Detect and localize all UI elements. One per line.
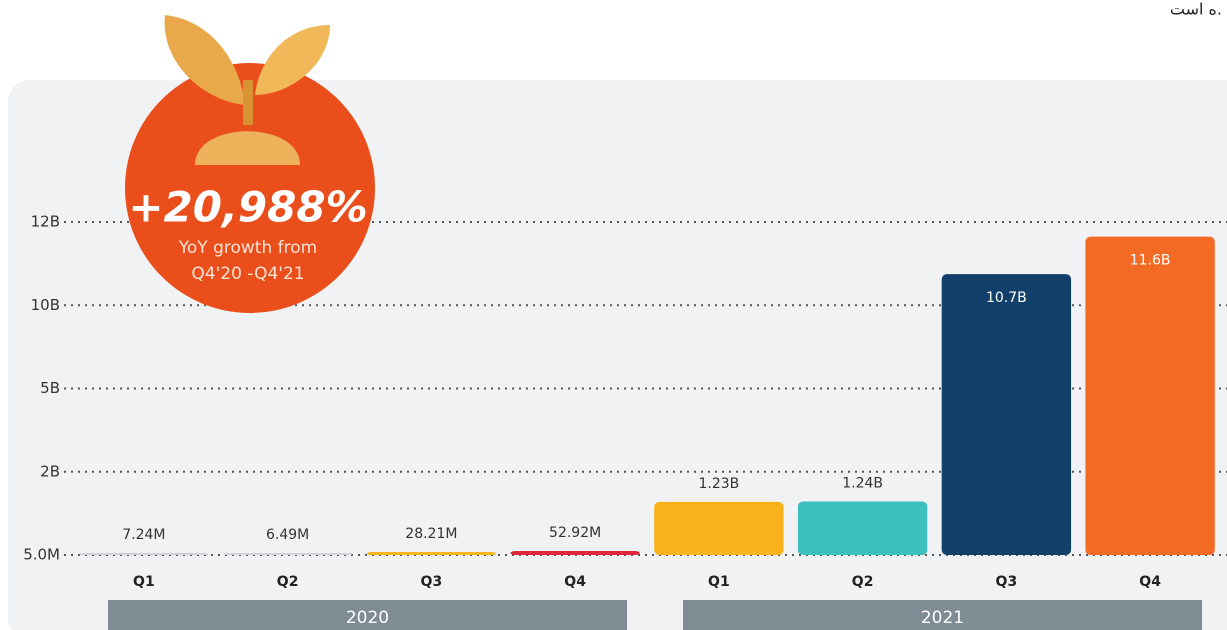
y-tick-label: 10B xyxy=(31,296,60,314)
x-tick-label: Q3 xyxy=(996,574,1018,590)
bar xyxy=(223,553,352,555)
page: ه است. 5.0M 2B 5B 10B 12B 7.24M Q1 6.49M Q2 28.21… xyxy=(0,0,1227,630)
bar xyxy=(1085,237,1214,555)
bar xyxy=(798,501,927,555)
x-tick-label: Q2 xyxy=(277,574,299,590)
bar xyxy=(510,551,639,555)
value-label: 7.24M xyxy=(122,527,165,543)
value-label: 1.23B xyxy=(698,476,739,492)
x-tick-label: Q1 xyxy=(708,574,730,590)
bar xyxy=(942,274,1071,555)
y-tick-label: 12B xyxy=(31,213,60,231)
value-label: 1.24B xyxy=(842,475,883,491)
bar xyxy=(654,502,783,555)
value-label: 28.21M xyxy=(405,526,457,542)
group-label: 2020 xyxy=(346,608,389,628)
bar xyxy=(367,552,496,555)
x-tick-label: Q4 xyxy=(1139,574,1161,590)
badge-headline: +20,988% xyxy=(128,183,367,232)
x-tick-label: Q4 xyxy=(564,574,586,590)
caption: ه است. xyxy=(1170,0,1222,19)
group-label: 2021 xyxy=(921,608,964,628)
value-label: 52.92M xyxy=(549,525,601,541)
chart: ه است. 5.0M 2B 5B 10B 12B 7.24M Q1 6.49M Q2 28.21… xyxy=(0,0,1227,630)
x-tick-label: Q2 xyxy=(852,574,874,590)
badge-text: Q4'20 -Q4'21 xyxy=(191,264,304,284)
x-tick-label: Q1 xyxy=(133,574,155,590)
badge-text: YoY growth from xyxy=(178,238,317,258)
y-tick-label: 5.0M xyxy=(23,546,60,564)
value-label: 10.7B xyxy=(986,290,1027,306)
stem xyxy=(243,80,253,125)
y-tick-label: 5B xyxy=(40,379,60,397)
bar xyxy=(79,553,208,555)
x-tick-label: Q3 xyxy=(421,574,443,590)
value-label: 11.6B xyxy=(1130,253,1171,269)
y-tick-label: 2B xyxy=(40,462,60,480)
value-label: 6.49M xyxy=(266,527,309,543)
